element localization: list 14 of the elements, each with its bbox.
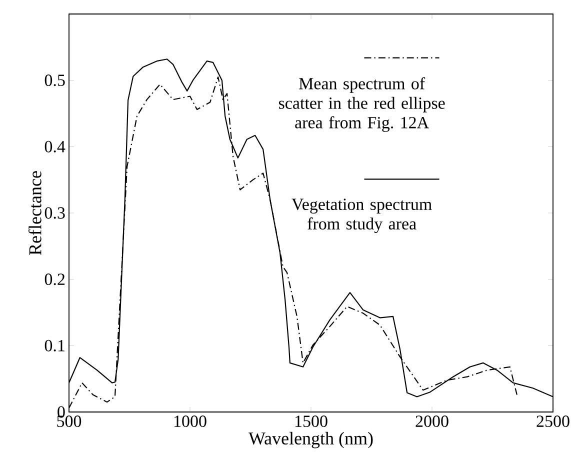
y-tick-label: 0.2 bbox=[44, 274, 65, 286]
legend-label: Vegetation spectrum from study area bbox=[292, 198, 432, 234]
x-tick-label: 2000 bbox=[416, 416, 448, 428]
x-tick-label: 2500 bbox=[536, 416, 570, 428]
y-axis-title: Reflectance bbox=[28, 171, 42, 255]
y-tick-label: 0.4 bbox=[44, 140, 66, 152]
y-tick-label: 0.3 bbox=[44, 207, 65, 219]
y-tick-label: 0.5 bbox=[44, 74, 65, 86]
x-tick-label: 1500 bbox=[295, 416, 328, 428]
y-tick-label: 0.1 bbox=[44, 340, 64, 352]
legend-label: Mean spectrum of scatter in the red ellipse area from Fig. 12A bbox=[278, 77, 445, 132]
x-tick-label: 500 bbox=[57, 416, 82, 428]
x-tick-label: 1000 bbox=[174, 416, 206, 428]
x-axis-title: Wavelength (nm) bbox=[248, 432, 373, 448]
